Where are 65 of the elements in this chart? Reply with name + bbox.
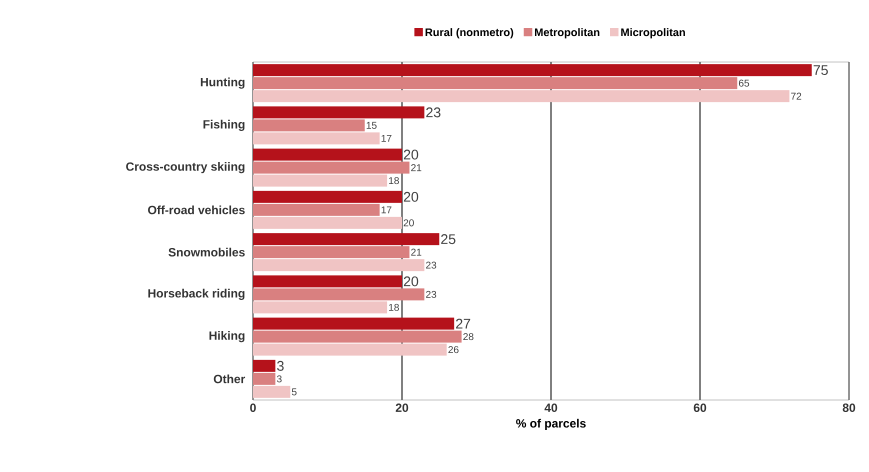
data-label: 20 [404, 276, 418, 286]
data-label: 21 [411, 164, 422, 172]
bar [253, 288, 424, 300]
bar [253, 246, 410, 258]
y-tick-label: Horseback riding [148, 288, 244, 300]
data-label: 23 [426, 290, 436, 298]
data-label: 65 [738, 80, 750, 87]
data-label: 5 [292, 388, 297, 396]
data-label: 21 [411, 248, 422, 256]
bar [253, 174, 388, 187]
data-label: 25 [441, 234, 456, 244]
bar [253, 148, 402, 161]
y-tick-label: Hunting [200, 78, 244, 89]
data-label: 18 [389, 304, 399, 311]
data-label: 23 [426, 107, 440, 118]
data-label: 17 [382, 206, 392, 214]
data-label: 72 [791, 92, 802, 100]
y-tick-label: Off-road vehicles [148, 206, 245, 214]
legend-label: Rural (nonmetro) [426, 28, 514, 38]
y-tick-label: Fishing [204, 120, 244, 131]
bar [253, 360, 276, 372]
legend-label: Micropolitan [621, 28, 685, 38]
data-label: 20 [404, 219, 414, 226]
data-label: 3 [276, 375, 282, 382]
bar [253, 330, 462, 343]
bar [253, 386, 290, 398]
data-label: 23 [426, 262, 436, 269]
legend-label: Metropolitan [534, 28, 600, 38]
y-tick-label: Other [214, 374, 246, 384]
x-tick-label: 80 [842, 404, 856, 412]
data-label: 75 [814, 65, 828, 76]
data-label: 28 [463, 333, 474, 340]
bar [253, 106, 424, 118]
bar [253, 77, 738, 90]
x-tick-label: 20 [396, 404, 408, 412]
y-tick-label: Snowmobiles [168, 248, 245, 257]
bar [253, 216, 402, 229]
bar [253, 344, 447, 356]
data-label: 15 [366, 122, 377, 129]
bar [253, 318, 454, 330]
bar [253, 64, 812, 76]
bar [253, 233, 440, 246]
y-tick-label: Cross-country skiing [126, 162, 244, 174]
data-label: 26 [448, 346, 459, 354]
bar [253, 190, 402, 203]
x-axis-title: % of parcels [516, 418, 586, 430]
data-label: 27 [456, 318, 470, 328]
data-label: 20 [404, 150, 418, 160]
data-label: 3 [277, 360, 284, 371]
x-tick-label: 60 [694, 404, 706, 412]
data-label: 17 [382, 134, 392, 142]
bar [253, 301, 388, 314]
data-label: 20 [404, 192, 418, 202]
bar [253, 372, 276, 385]
bar [253, 204, 380, 216]
bar [253, 90, 790, 102]
bar [253, 119, 365, 132]
data-label: 18 [389, 177, 399, 184]
bar [253, 162, 410, 174]
y-tick-label: Hiking [209, 331, 244, 342]
bar [253, 275, 402, 288]
bar [253, 259, 424, 272]
x-tick-label: 40 [544, 404, 558, 412]
x-tick-label: 0 [250, 404, 256, 412]
bar [253, 132, 380, 144]
